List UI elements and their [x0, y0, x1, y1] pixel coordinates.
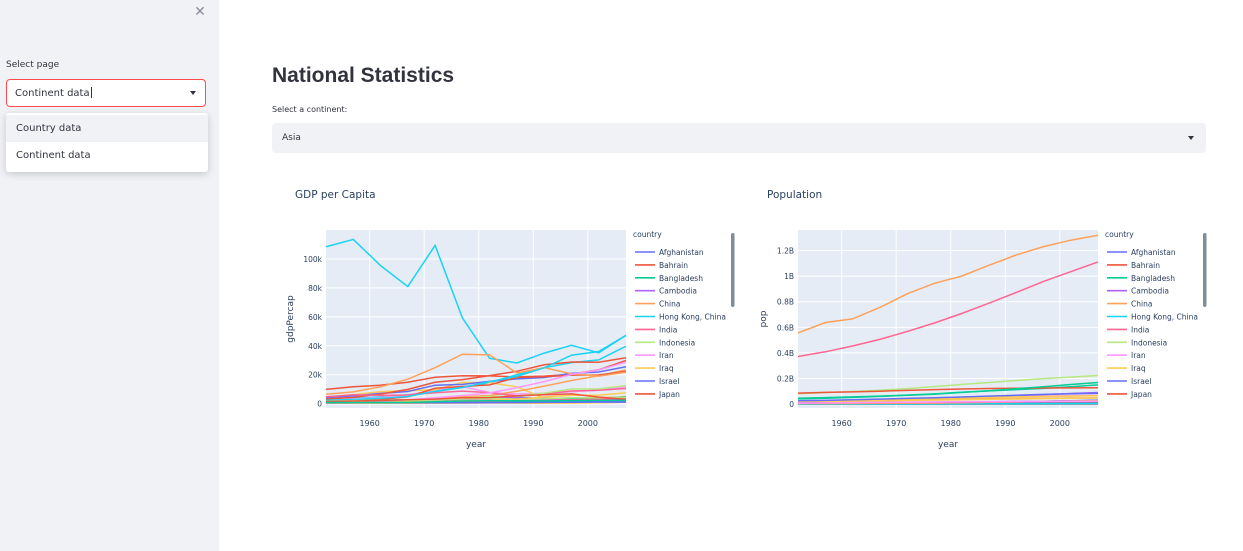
- legend-item-india: India: [659, 325, 677, 334]
- y-tick-label: 0.2B: [777, 375, 794, 384]
- series-line-oman: [326, 370, 626, 402]
- sidebar: ✕ Select page Continent data Country dat…: [0, 0, 219, 551]
- chevron-down-icon: [190, 91, 196, 95]
- legend-item-india: India: [1131, 325, 1149, 334]
- x-tick-label: 1980: [469, 419, 489, 428]
- legend-item-cambodia: Cambodia: [659, 287, 697, 296]
- page-select[interactable]: Continent data: [6, 79, 206, 107]
- x-tick-label: 1970: [414, 419, 434, 428]
- y-tick-label: 1.2B: [777, 246, 794, 255]
- page-select-dropdown: Country data Continent data: [6, 113, 208, 172]
- legend-title: country: [633, 230, 662, 239]
- series-line-india: [798, 261, 1098, 358]
- x-tick-label: 1990: [995, 419, 1015, 428]
- legend-item-china: China: [659, 300, 680, 309]
- series-line-yemen-rep: [326, 399, 626, 404]
- y-axis-label: gdpPercap: [286, 295, 296, 343]
- legend: Afghanistan Bahrain Bangladesh Cambodia Chin…: [1107, 248, 1198, 399]
- legend-item-iraq: Iraq: [659, 364, 674, 373]
- y-axis-label: pop: [759, 310, 769, 327]
- series-line-pakistan: [798, 381, 1098, 400]
- x-axis-label: year: [466, 440, 486, 450]
- y-tick-label: 0.4B: [777, 349, 794, 358]
- legend-item-iran: Iran: [659, 351, 674, 360]
- y-tick-label: 1B: [784, 272, 794, 281]
- legend-item-iran: Iran: [1131, 351, 1146, 360]
- y-tick-label: 0.8B: [777, 298, 794, 307]
- series-lines: [798, 234, 1098, 405]
- legend-item-hong-kong-china: Hong Kong, China: [1131, 313, 1198, 322]
- x-tick-label: 1980: [941, 419, 961, 428]
- page-select-value: Continent data: [15, 87, 92, 99]
- legend-item-indonesia: Indonesia: [1131, 338, 1167, 347]
- series-lines: [326, 238, 626, 404]
- continent-select-value: Asia: [282, 133, 301, 143]
- series-line-taiwan: [798, 400, 1098, 404]
- legend-item-iraq: Iraq: [1131, 364, 1146, 373]
- population-chart: Population 1960 1970 1980 1990 2000 0 0.2B 0.4B 0…: [759, 189, 1207, 450]
- y-tick-label: 60k: [308, 313, 323, 322]
- page-option-continent-data[interactable]: Continent data: [16, 150, 91, 161]
- legend-title: country: [1105, 230, 1134, 239]
- y-tick-label: 80k: [308, 284, 323, 293]
- legend-item-israel: Israel: [659, 377, 680, 386]
- x-tick-label: 1960: [831, 419, 851, 428]
- y-tick-label: 40k: [308, 342, 323, 351]
- y-tick-label: 0: [317, 400, 322, 409]
- continent-select-label: Select a continent:: [272, 105, 348, 114]
- x-axis-label: year: [938, 440, 958, 450]
- legend: Afghanistan Bahrain Bangladesh Cambodia Chin…: [635, 248, 726, 399]
- series-line-kuwait: [326, 238, 626, 364]
- x-tick-label: 1960: [359, 419, 379, 428]
- legend-item-bahrain: Bahrain: [659, 261, 688, 270]
- chart-title: GDP per Capita: [295, 189, 376, 201]
- page-title: National Statistics: [272, 64, 455, 87]
- x-tick-label: 1990: [523, 419, 543, 428]
- close-sidebar-icon[interactable]: ✕: [194, 4, 206, 20]
- x-tick-label: 2000: [1050, 419, 1070, 428]
- legend-item-bangladesh: Bangladesh: [1131, 274, 1175, 283]
- legend-item-israel: Israel: [1131, 377, 1152, 386]
- select-page-label: Select page: [6, 60, 60, 70]
- series-line-vietnam: [798, 392, 1098, 402]
- x-tick-label: 2000: [578, 419, 598, 428]
- legend-item-hong-kong-china: Hong Kong, China: [659, 313, 726, 322]
- legend-item-japan: Japan: [1130, 390, 1152, 399]
- legend-scrollbar[interactable]: [731, 233, 735, 307]
- continent-select[interactable]: Asia: [272, 123, 1206, 153]
- series-line-china: [798, 234, 1098, 334]
- series-line-lebanon: [326, 387, 626, 398]
- series-line-japan: [798, 387, 1098, 394]
- chart-title: Population: [767, 189, 822, 201]
- y-tick-label: 20k: [308, 371, 323, 380]
- chevron-down-icon: [1188, 136, 1194, 140]
- legend-item-japan: Japan: [658, 390, 680, 399]
- page-option-country-data[interactable]: Country data: [6, 115, 208, 142]
- x-tick-label: 1970: [886, 419, 906, 428]
- legend-item-indonesia: Indonesia: [659, 338, 695, 347]
- legend-item-afghanistan: Afghanistan: [659, 248, 704, 257]
- y-tick-label: 0: [789, 400, 794, 409]
- legend-item-cambodia: Cambodia: [1131, 287, 1169, 296]
- legend-item-bangladesh: Bangladesh: [659, 274, 703, 283]
- y-tick-label: 0.6B: [777, 323, 794, 332]
- series-line-singapore: [326, 334, 626, 402]
- legend-item-china: China: [1131, 300, 1152, 309]
- y-tick-label: 100k: [303, 255, 322, 264]
- legend-item-bahrain: Bahrain: [1131, 261, 1160, 270]
- series-line-west-bank-and-gaza: [326, 393, 626, 403]
- gdp-per-capita-chart: GDP per Capita 1960 1970 1980 1990 2000 0 20k 40…: [286, 189, 735, 450]
- legend-scrollbar[interactable]: [1203, 233, 1207, 307]
- legend-item-afghanistan: Afghanistan: [1131, 248, 1176, 257]
